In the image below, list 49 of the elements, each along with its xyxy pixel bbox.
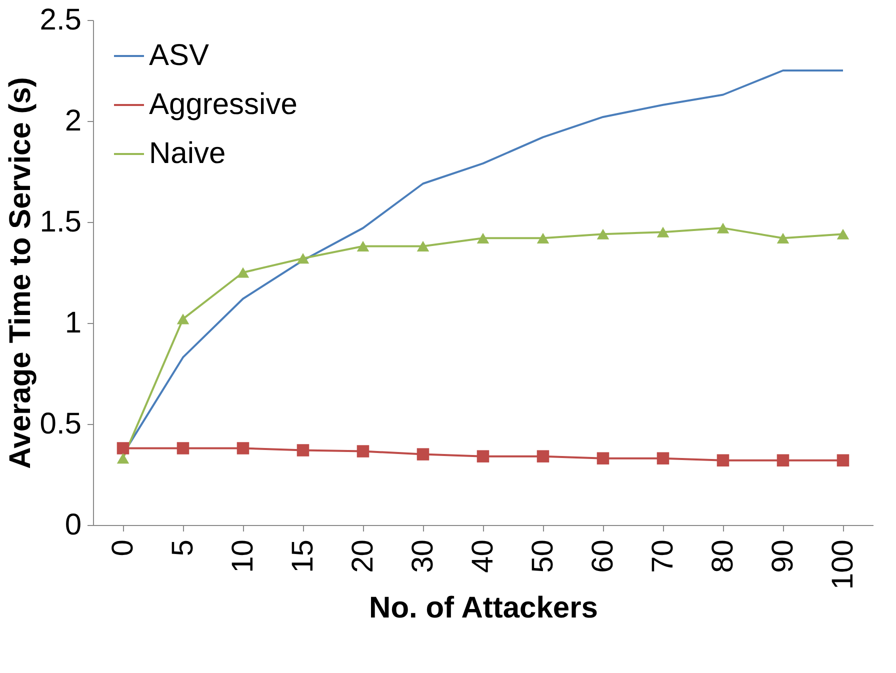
point: [476, 450, 490, 462]
point: [776, 454, 790, 466]
point: [356, 240, 370, 252]
y-tick-label: 2: [64, 104, 82, 138]
point: [416, 240, 430, 252]
x-tick-label: 50: [526, 540, 560, 573]
x-tick-label: 5: [166, 540, 200, 556]
point: [236, 267, 250, 278]
point: [596, 452, 610, 464]
point: [656, 226, 670, 238]
point: [536, 450, 550, 462]
x-tick-label: 0: [106, 540, 140, 556]
point: [776, 232, 790, 244]
point: [596, 228, 610, 240]
point: [836, 454, 850, 466]
point: [476, 232, 490, 244]
legend-label: Aggressive: [149, 88, 298, 121]
x-tick-label: 40: [466, 540, 500, 573]
x-tick-label: 80: [706, 540, 740, 573]
point: [716, 454, 730, 466]
x-tick-label: 15: [286, 540, 320, 573]
y-tick-label: 0.5: [40, 408, 82, 440]
y-tick-label: 1: [64, 306, 82, 340]
point: [656, 452, 670, 464]
x-tick-label: 10: [226, 540, 260, 573]
x-tick-label: 60: [586, 540, 620, 573]
y-tick-label: 2.5: [40, 4, 82, 36]
x-tick-label: 100: [826, 540, 860, 590]
point: [176, 442, 190, 454]
y-axis-title: Average Time to Service (s): [4, 77, 37, 469]
point: [176, 314, 190, 324]
x-tick-label: 30: [406, 540, 440, 573]
point: [836, 228, 850, 240]
point: [116, 442, 130, 454]
x-axis-title: No. of Attackers: [369, 592, 598, 625]
point: [236, 442, 250, 454]
point: [716, 222, 730, 234]
legend-label: Naive: [149, 137, 226, 170]
point: [296, 444, 310, 456]
point: [116, 453, 130, 464]
point: [296, 253, 310, 264]
x-tick-label: 20: [346, 540, 380, 573]
x-tick-label: 70: [646, 540, 680, 573]
y-tick-label: 1.5: [40, 206, 82, 238]
point: [356, 445, 370, 458]
legend-label: ASV: [149, 39, 210, 72]
point: [416, 448, 430, 460]
x-tick-label: 90: [766, 540, 800, 573]
point: [536, 232, 550, 244]
